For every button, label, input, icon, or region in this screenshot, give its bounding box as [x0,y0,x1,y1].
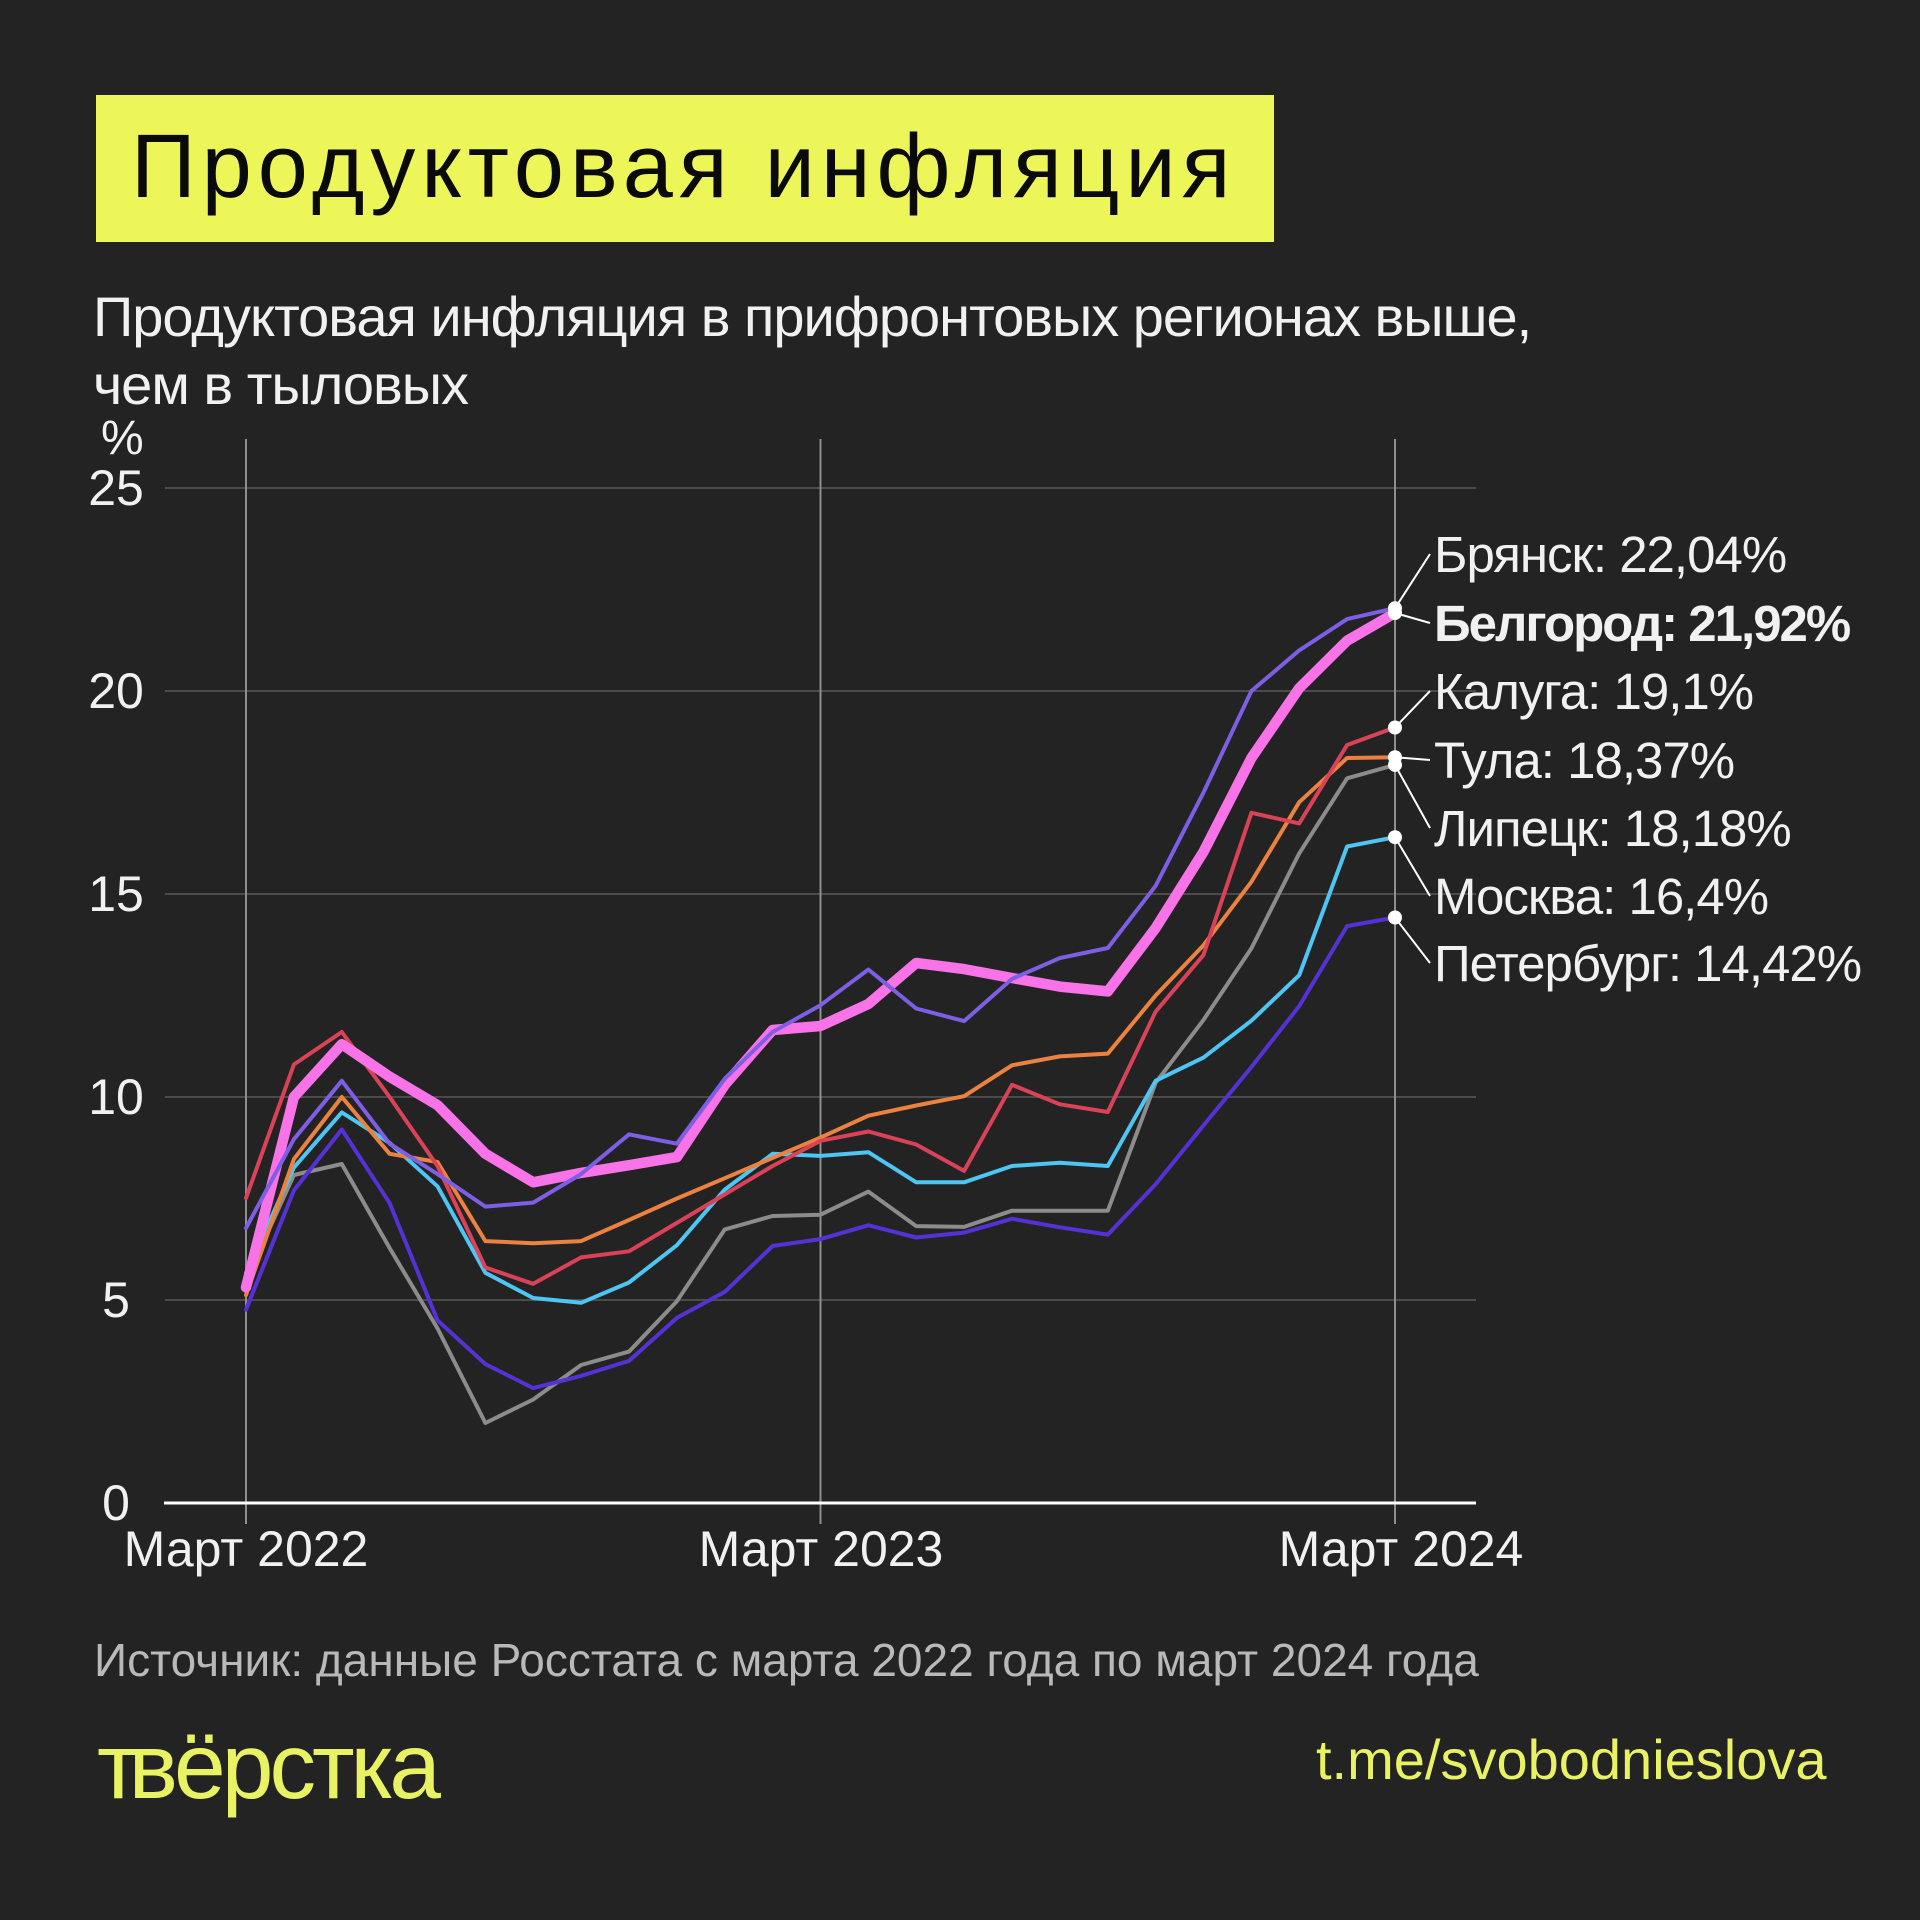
svg-text:Москва: 16,4%: Москва: 16,4% [1434,868,1768,925]
svg-text:Брянск: 22,04%: Брянск: 22,04% [1434,526,1786,583]
svg-text:чем в тыловых: чем в тыловых [93,353,469,416]
svg-text:Белгород: 21,92%: Белгород: 21,92% [1434,595,1850,652]
svg-text:0: 0 [102,1475,130,1531]
svg-text:Калуга: 19,1%: Калуга: 19,1% [1434,663,1753,720]
svg-text:Тула: 18,37%: Тула: 18,37% [1434,732,1734,789]
svg-text:Продуктовая инфляция: Продуктовая инфляция [131,117,1236,217]
svg-text:%: % [101,412,144,465]
svg-text:Март 2023: Март 2023 [699,1521,944,1577]
svg-text:25: 25 [88,460,144,516]
svg-text:Липецк: 18,18%: Липецк: 18,18% [1434,800,1791,857]
svg-text:Источник: данные Росстата с ма: Источник: данные Росстата с марта 2022 г… [94,1634,1479,1686]
svg-text:твёрстка: твёрстка [97,1714,441,1818]
svg-text:20: 20 [88,663,144,719]
svg-text:Петербург: 14,42%: Петербург: 14,42% [1434,935,1861,992]
svg-text:Март 2022: Март 2022 [124,1521,369,1577]
svg-text:10: 10 [88,1069,144,1125]
svg-text:Март 2024: Март 2024 [1279,1521,1524,1577]
svg-text:5: 5 [102,1272,130,1328]
svg-text:t.me/svobodnieslova: t.me/svobodnieslova [1316,1728,1827,1791]
svg-text:15: 15 [88,866,144,922]
svg-text:Продуктовая инфляция в прифрон: Продуктовая инфляция в прифронтовых реги… [93,285,1531,348]
